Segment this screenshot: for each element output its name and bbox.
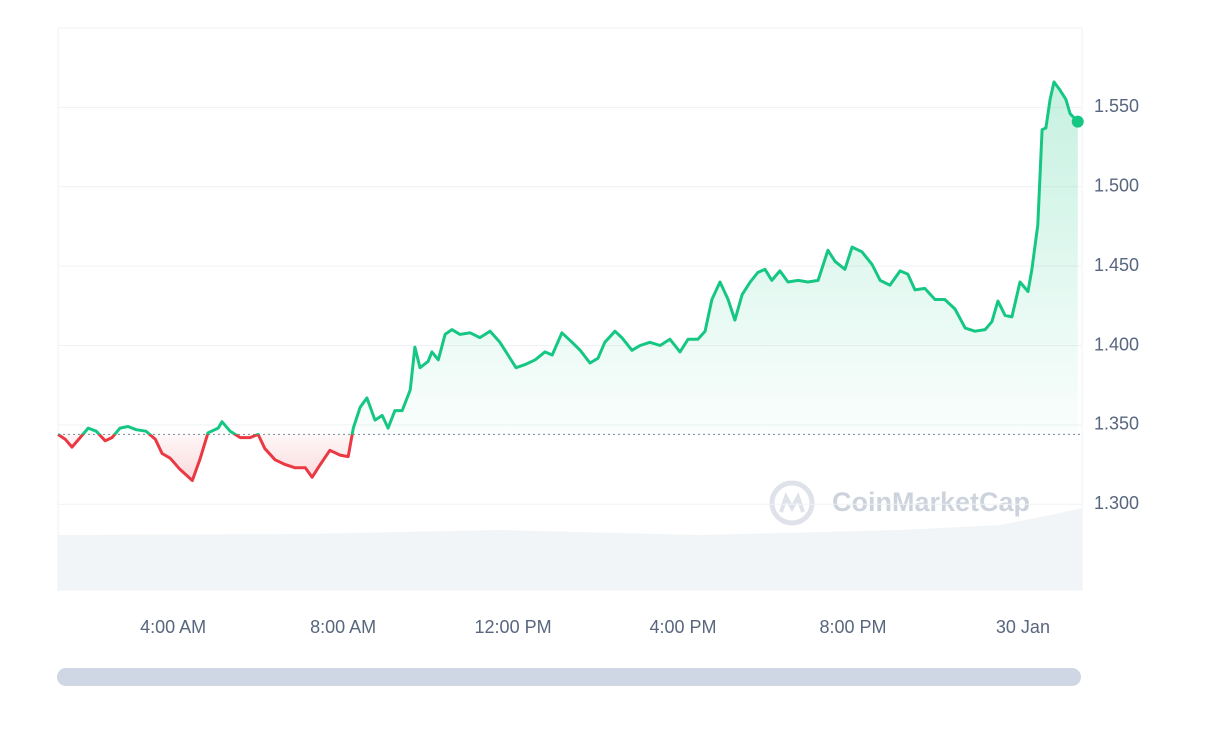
watermark-logo — [769, 480, 815, 526]
x-tick-label: 4:00 PM — [649, 617, 716, 637]
x-tick-label: 12:00 PM — [475, 617, 552, 637]
y-tick-label: 1.350 — [1094, 414, 1139, 434]
watermark: CoinMarketCap — [832, 487, 1030, 517]
plot-layer: 1.300 1.350 1.400 1.450 1.500 1.550 4:00 AM 8:0… — [57, 80, 1139, 637]
y-tick-label: 1.550 — [1094, 96, 1139, 116]
x-tick-label: 30 Jan — [996, 617, 1050, 637]
price-area — [58, 82, 1078, 481]
x-tick-label: 8:00 PM — [819, 617, 886, 637]
y-tick-label: 1.450 — [1094, 255, 1139, 275]
y-tick-label: 1.400 — [1094, 334, 1139, 354]
y-tick-label: 1.300 — [1094, 493, 1139, 513]
last-point — [1071, 115, 1084, 128]
scrollbar[interactable] — [57, 668, 1081, 686]
y-tick-label: 1.500 — [1094, 176, 1139, 196]
volume-area — [58, 508, 1082, 590]
x-tick-label: 4:00 AM — [140, 617, 206, 637]
price-line — [57, 80, 1079, 482]
x-tick-label: 8:00 AM — [310, 617, 376, 637]
